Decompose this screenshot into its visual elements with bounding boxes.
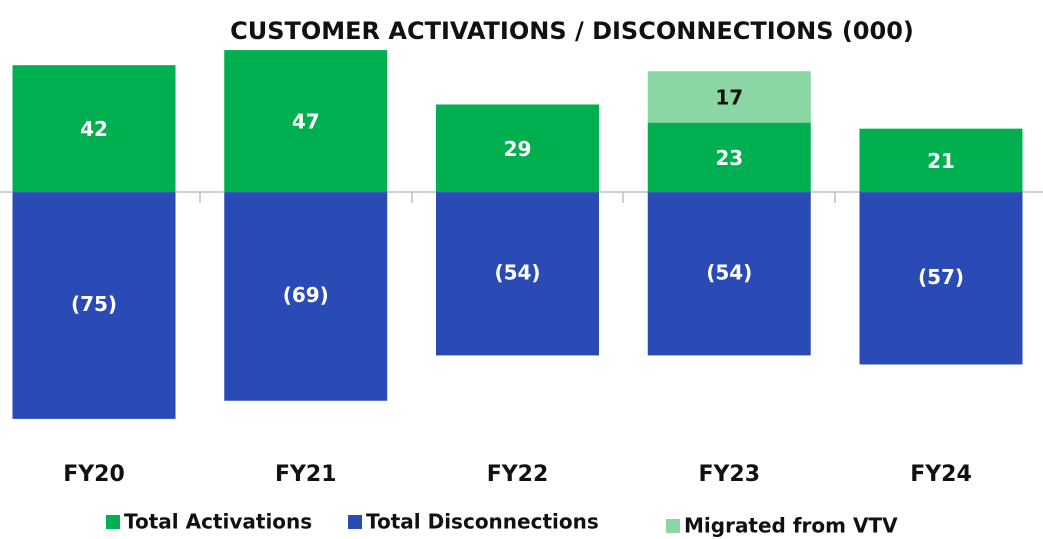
value-label: (69) <box>283 283 329 307</box>
bar-segment <box>647 71 811 123</box>
x-tick-label: FY24 <box>910 462 972 487</box>
x-tick-label: FY22 <box>487 462 549 487</box>
bar-segment <box>224 192 388 401</box>
value-label: (54) <box>706 260 752 284</box>
category-ticks <box>199 192 836 203</box>
bar-segment <box>859 128 1023 193</box>
x-tick-label: FY20 <box>63 462 125 487</box>
value-label: (57) <box>918 265 964 289</box>
bar-segment <box>224 50 388 193</box>
value-label: (54) <box>494 260 540 284</box>
bar-segment <box>647 192 811 356</box>
legend-swatch <box>106 515 120 529</box>
x-tick-label: FY23 <box>698 462 760 487</box>
chart-title: CUSTOMER ACTIVATIONS / DISCONNECTIONS (0… <box>230 17 914 45</box>
value-label: 47 <box>292 110 320 134</box>
bar-segment <box>12 65 176 193</box>
legend-swatch <box>666 519 680 533</box>
value-label: (75) <box>71 292 117 316</box>
x-tick-label: FY21 <box>275 462 337 487</box>
legend-label: Total Activations <box>124 510 312 534</box>
legend-label: Migrated from VTV <box>684 514 898 538</box>
bar-segment <box>436 104 599 193</box>
value-label: 17 <box>715 85 743 109</box>
value-label: 29 <box>504 137 532 161</box>
bar-segment <box>647 122 811 193</box>
bar-segment <box>436 192 599 356</box>
legend-label: Total Disconnections <box>366 510 599 534</box>
value-label: 21 <box>927 149 955 173</box>
bar-segment <box>859 192 1023 365</box>
value-label: 42 <box>80 117 108 141</box>
legend-swatch <box>348 515 362 529</box>
bar-segment <box>12 192 176 419</box>
value-label: 23 <box>715 146 743 170</box>
